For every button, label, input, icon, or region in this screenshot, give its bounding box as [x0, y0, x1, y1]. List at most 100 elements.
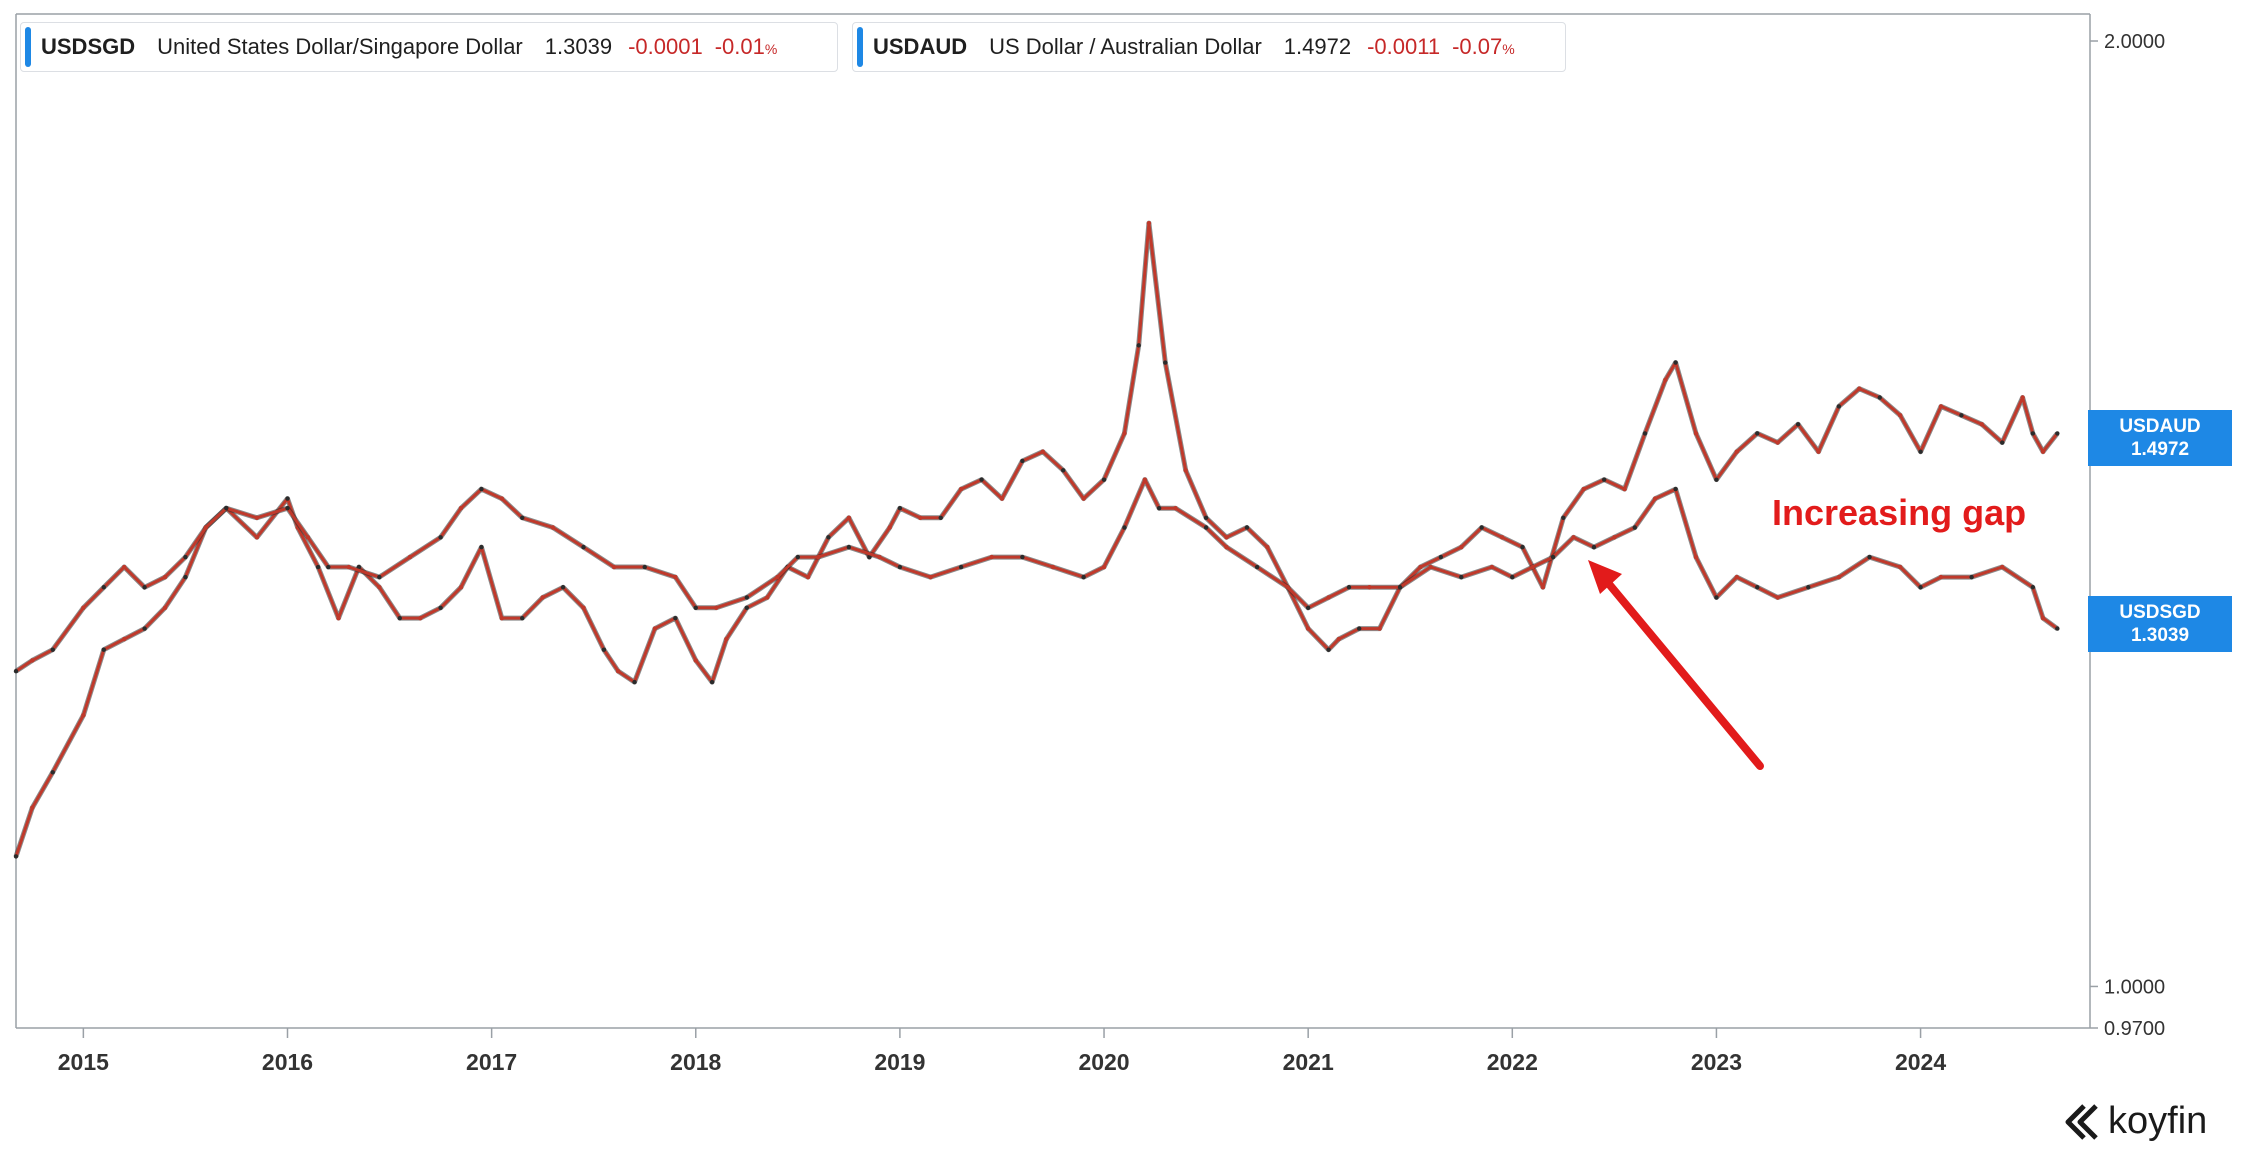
- data-point: [816, 554, 821, 560]
- data-point: [1418, 564, 1423, 570]
- data-point: [499, 615, 505, 621]
- x-tick-label: 2019: [874, 1049, 925, 1075]
- x-tick-label: 2015: [58, 1049, 109, 1075]
- data-point: [1173, 505, 1178, 511]
- x-tick-label: 2020: [1078, 1049, 1129, 1075]
- legend-name: United States Dollar/Singapore Dollar: [157, 34, 523, 59]
- data-point: [162, 574, 168, 580]
- data-point: [1775, 595, 1780, 600]
- data-point: [326, 564, 331, 570]
- data-point: [1693, 431, 1699, 436]
- data-point: [1305, 605, 1311, 610]
- price-tag-value: 1.3039: [2130, 625, 2190, 646]
- data-point: [254, 535, 260, 540]
- data-point: [1489, 564, 1495, 570]
- data-point: [1652, 496, 1658, 501]
- data-point: [632, 679, 637, 685]
- legend-price: 1.4972: [1283, 34, 1352, 59]
- data-point: [417, 615, 423, 621]
- data-point: [1795, 422, 1801, 427]
- data-point: [1612, 535, 1617, 540]
- data-point: [1897, 564, 1903, 570]
- data-point: [1305, 626, 1311, 631]
- data-point: [765, 595, 770, 600]
- data-point: [744, 595, 749, 600]
- data-point: [775, 574, 780, 580]
- koyfin-logo-icon: [2065, 1103, 2098, 1140]
- data-point: [1755, 431, 1760, 436]
- data-point: [1540, 585, 1546, 590]
- data-point: [1836, 404, 1842, 409]
- data-point: [479, 486, 484, 492]
- data-point: [2020, 395, 2025, 400]
- data-point: [142, 585, 147, 590]
- data-point: [709, 679, 715, 685]
- legend-name: US Dollar / Australian Dollar: [989, 34, 1262, 59]
- data-point: [1622, 486, 1627, 492]
- data-point: [642, 564, 647, 570]
- data-point: [2030, 431, 2036, 436]
- data-point: [693, 605, 698, 610]
- data-point: [224, 505, 229, 511]
- x-tick-label: 2024: [1895, 1049, 1946, 1075]
- data-point: [1530, 564, 1535, 570]
- data-point: [1081, 496, 1086, 501]
- data-point: [2000, 440, 2005, 445]
- data-point: [540, 595, 545, 600]
- data-point: [2000, 564, 2005, 570]
- data-point: [101, 647, 106, 652]
- data-point: [581, 605, 586, 610]
- data-point: [877, 554, 882, 560]
- data-point: [989, 554, 994, 560]
- data-point: [846, 515, 852, 521]
- data-point: [826, 535, 831, 540]
- data-point: [520, 515, 525, 521]
- price-tag-symbol: USDSGD: [2119, 602, 2201, 623]
- data-point: [438, 605, 443, 610]
- legend-item-usdsgd[interactable]: USDSGD United States Dollar/Singapore Do…: [20, 22, 838, 72]
- price-tag-usdaud: USDAUD 1.4972: [2088, 410, 2232, 466]
- price-tag-value: 1.4972: [2130, 439, 2190, 460]
- data-point: [1520, 544, 1525, 550]
- data-point: [673, 615, 678, 621]
- data-point: [458, 585, 464, 590]
- data-point: [1806, 585, 1811, 590]
- y-tick-label: 2.0000: [2104, 31, 2165, 53]
- data-point: [1136, 343, 1141, 348]
- data-point: [1428, 564, 1433, 570]
- data-point: [673, 574, 678, 580]
- data-point: [1755, 585, 1760, 590]
- data-point: [1122, 525, 1127, 530]
- data-point: [1714, 477, 1719, 482]
- data-point: [1857, 386, 1862, 391]
- data-point: [958, 564, 964, 570]
- data-point: [2055, 626, 2060, 631]
- data-point: [1550, 554, 1556, 560]
- brand-logo: koyfin: [2062, 1100, 2207, 1143]
- data-point: [615, 669, 621, 674]
- data-point: [1601, 477, 1607, 482]
- data-point: [2040, 449, 2046, 454]
- data-point: [203, 525, 209, 530]
- data-point: [1346, 585, 1352, 590]
- data-point: [795, 554, 801, 560]
- data-point: [1673, 486, 1678, 492]
- data-point: [1561, 515, 1566, 521]
- data-point: [1734, 449, 1740, 454]
- data-point: [520, 615, 525, 621]
- data-point: [693, 658, 698, 663]
- data-point: [377, 574, 382, 580]
- x-tick-label: 2017: [466, 1049, 517, 1075]
- data-point: [1897, 413, 1903, 418]
- data-point: [1979, 422, 1985, 427]
- data-point: [183, 574, 188, 580]
- data-point: [1101, 477, 1107, 482]
- data-point: [1693, 554, 1699, 560]
- data-point: [999, 496, 1005, 501]
- data-point: [1156, 505, 1162, 511]
- legend-item-usdaud[interactable]: USDAUD US Dollar / Australian Dollar 1.4…: [852, 22, 1566, 72]
- data-point: [30, 805, 35, 810]
- data-point: [1367, 585, 1372, 590]
- data-point: [652, 626, 658, 631]
